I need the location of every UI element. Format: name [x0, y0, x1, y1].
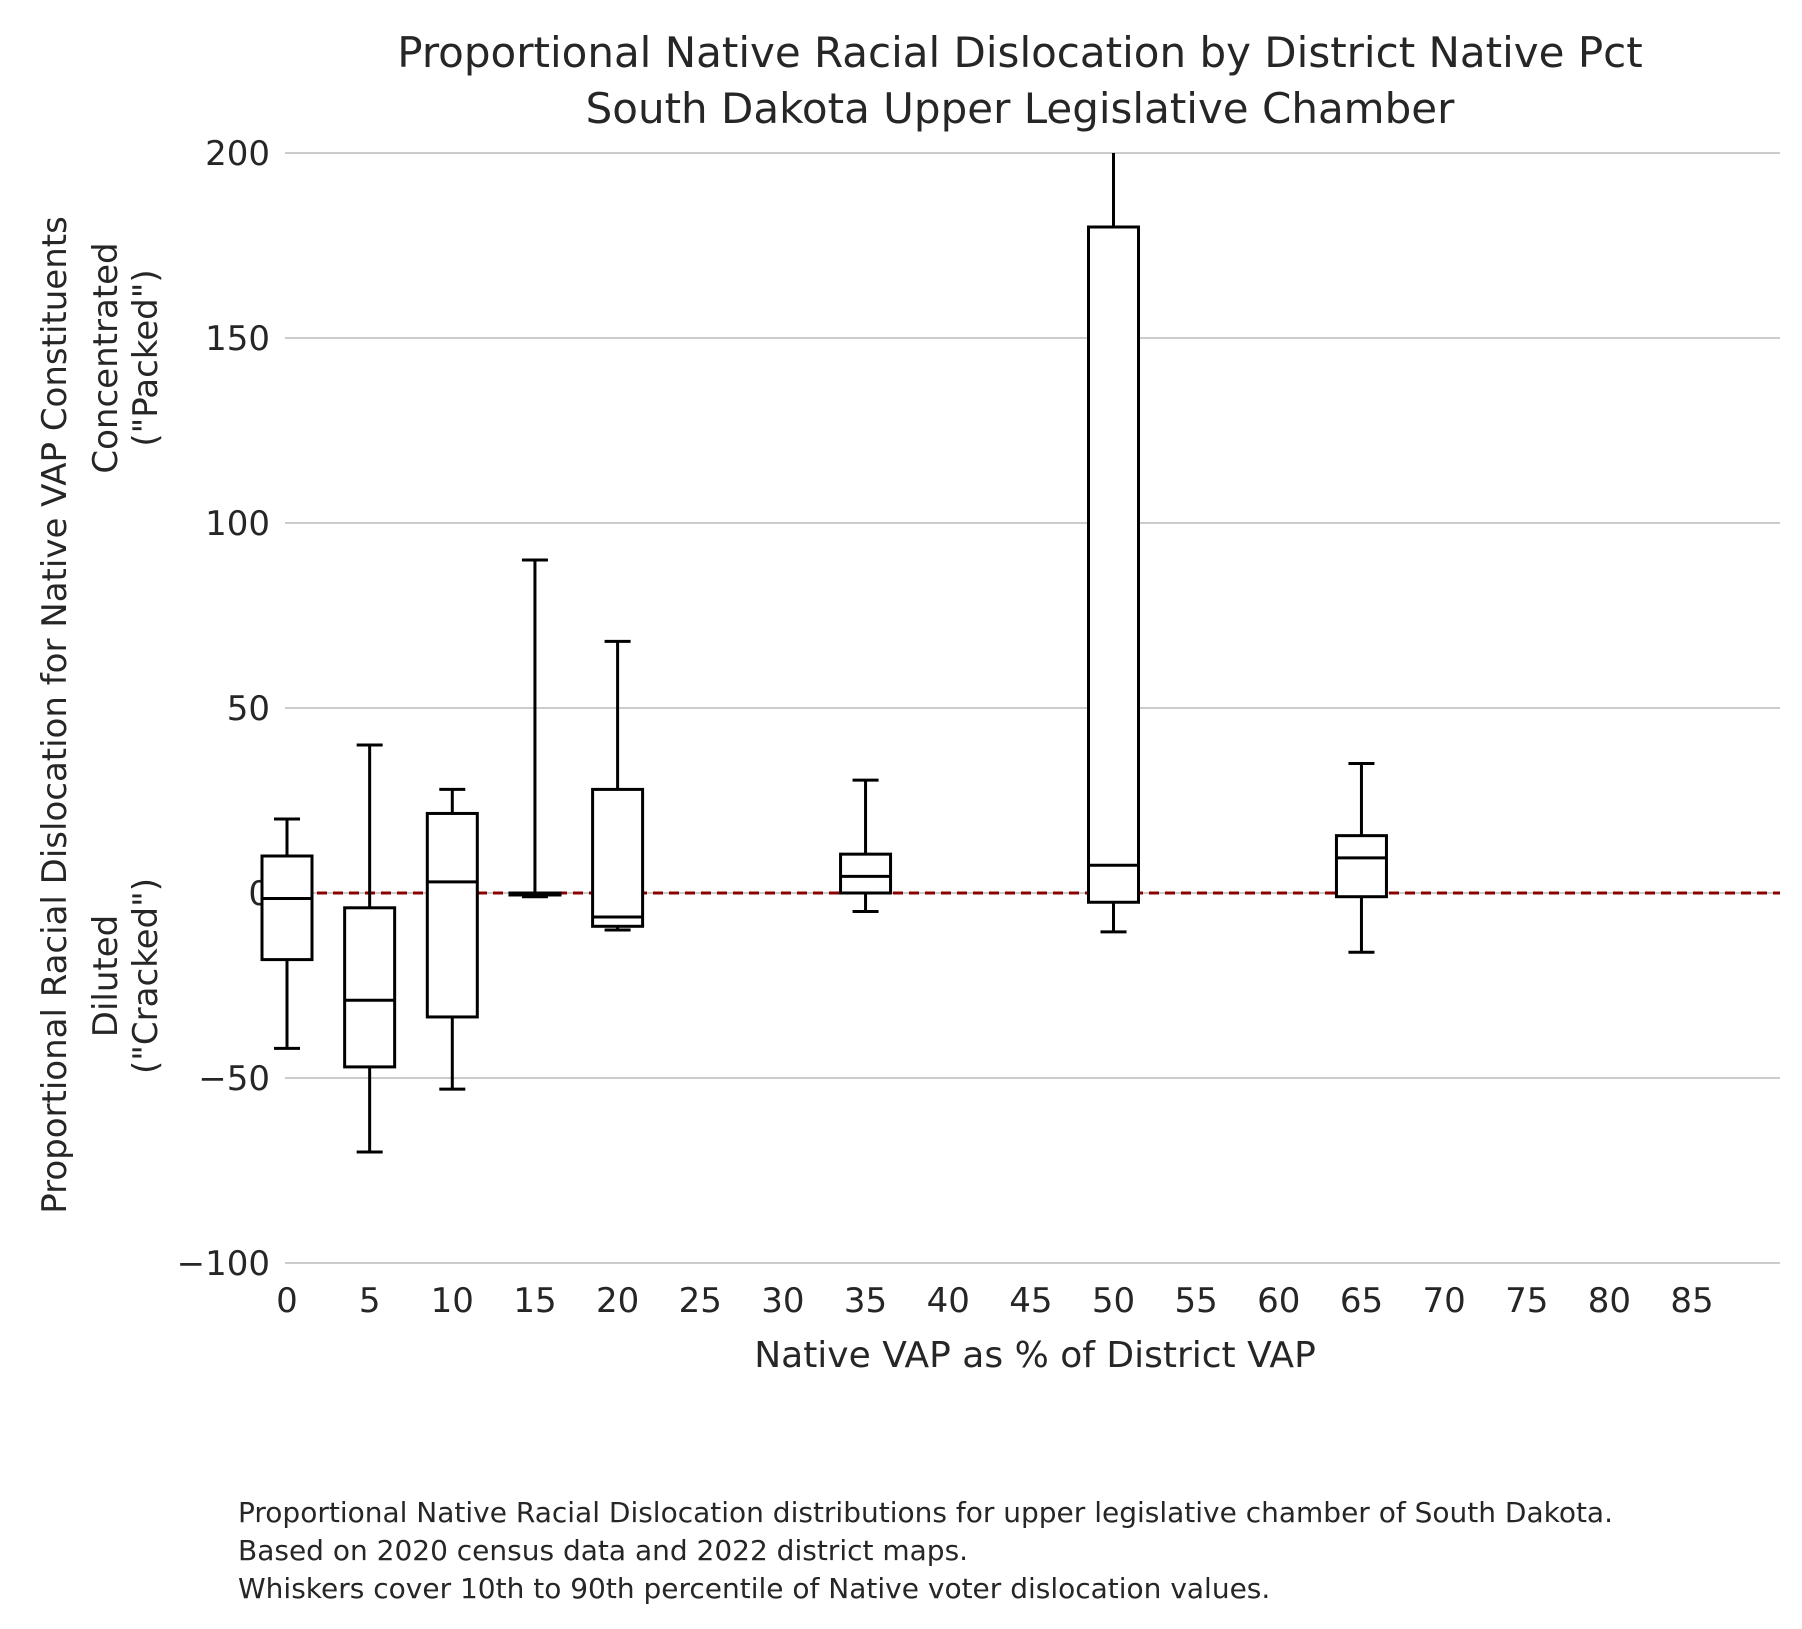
x-tick-label: 30	[761, 1281, 804, 1321]
y-tick-label: 50	[227, 689, 270, 729]
iqr-box	[591, 787, 645, 928]
x-tick-label: 60	[1257, 1281, 1300, 1321]
x-tick-label: 40	[927, 1281, 970, 1321]
iqr-box	[839, 852, 893, 895]
x-tick-label: 55	[1175, 1281, 1218, 1321]
y-tick-label: 100	[205, 504, 270, 544]
caption-line-1: Proportional Native Racial Dislocation d…	[238, 1496, 1613, 1529]
x-tick-label: 50	[1092, 1281, 1135, 1321]
y-tick-label: 150	[205, 319, 270, 359]
x-axis-label: Native VAP as % of District VAP	[754, 1335, 1316, 1376]
x-tick-label: 5	[359, 1281, 381, 1321]
iqr-box	[343, 906, 397, 1069]
chart-title: Proportional Native Racial Dislocation b…	[397, 28, 1643, 77]
caption-line-3: Whiskers cover 10th to 90th percentile o…	[238, 1572, 1271, 1605]
box-x-65	[1334, 762, 1388, 954]
x-tick-label: 70	[1422, 1281, 1465, 1321]
caption-line-2: Based on 2020 census data and 2022 distr…	[238, 1534, 969, 1567]
box-x-10	[425, 787, 479, 1091]
y-tick-label: −100	[177, 1244, 270, 1284]
x-tick-label: 10	[431, 1281, 474, 1321]
x-tick-label: 85	[1670, 1281, 1713, 1321]
iqr-box	[1334, 834, 1388, 899]
x-tick-label: 15	[513, 1281, 556, 1321]
box-x-15	[508, 558, 562, 899]
x-tick-label: 0	[276, 1281, 298, 1321]
iqr-box	[260, 854, 314, 962]
gridlines	[285, 152, 1780, 1264]
box-x-20	[591, 639, 645, 932]
iqr-box	[1087, 225, 1140, 904]
y-tick-label: 200	[205, 134, 270, 174]
x-tick-label: 20	[596, 1281, 639, 1321]
x-tick-label: 65	[1340, 1281, 1383, 1321]
chart-subtitle: South Dakota Upper Legislative Chamber	[585, 84, 1455, 133]
box-x-35	[839, 778, 893, 913]
boxes	[260, 153, 1388, 1154]
iqr-box	[425, 811, 479, 1019]
x-tick-label: 80	[1588, 1281, 1631, 1321]
box-x-5	[343, 743, 397, 1154]
y-tick-label: −50	[198, 1059, 270, 1099]
x-tick-label: 35	[844, 1281, 887, 1321]
x-tick-label: 25	[679, 1281, 722, 1321]
x-tick-label: 45	[1009, 1281, 1052, 1321]
box-x-0	[260, 817, 314, 1050]
x-tick-label: 75	[1505, 1281, 1548, 1321]
box-x-50	[1087, 153, 1140, 934]
